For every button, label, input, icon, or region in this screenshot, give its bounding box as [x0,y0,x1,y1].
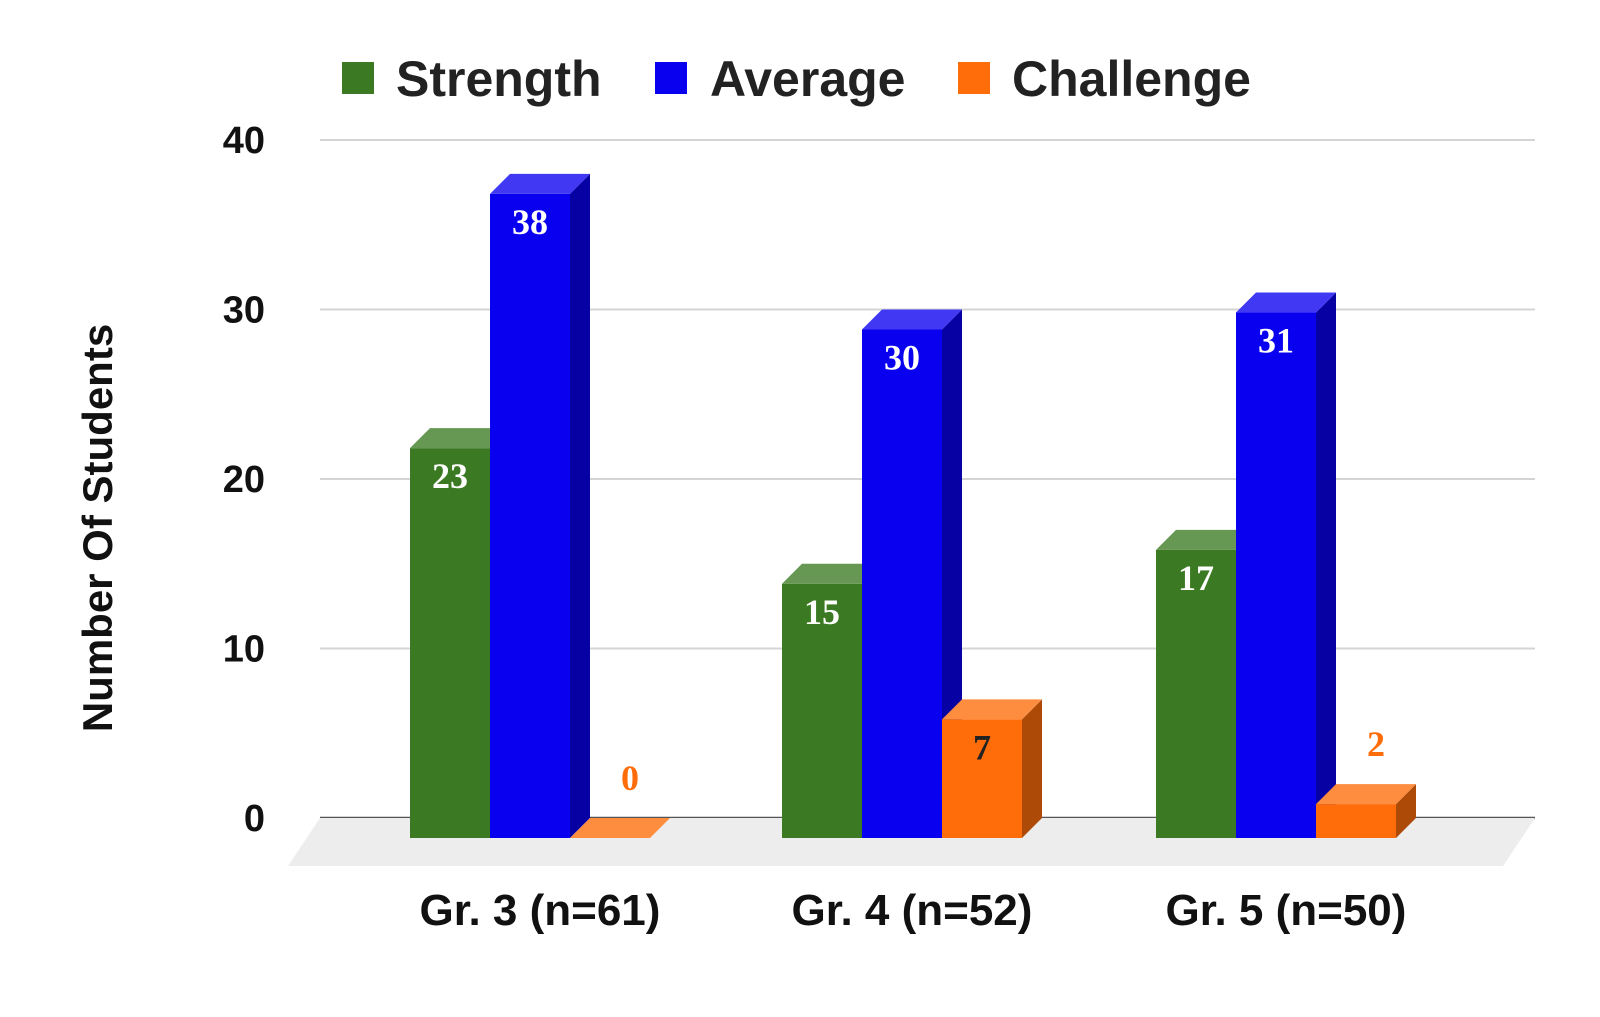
data-label: 15 [804,592,840,632]
data-label: 7 [973,727,991,767]
data-label: 17 [1178,558,1214,598]
y-tick-label: 40 [223,120,265,162]
data-label: 0 [621,758,639,798]
data-label: 38 [512,202,548,242]
bar-front [862,329,942,838]
bar-front [490,193,570,838]
y-tick-label: 0 [244,798,265,840]
legend-swatch [342,62,374,94]
bar-side [1022,699,1042,838]
bar-top [862,309,962,330]
y-tick-label: 20 [223,459,265,501]
data-label: 30 [884,338,920,378]
labels-layer: 23 38 0 15 30 7 17 31 2 [432,202,1385,798]
y-tick-label: 30 [223,290,265,332]
bar-top [942,699,1042,720]
bar-side [1396,784,1416,838]
x-tick-label: Gr. 3 (n=61) [420,886,661,935]
data-label: 23 [432,456,468,496]
data-label: 31 [1258,321,1294,361]
bar-challenge [570,818,670,838]
bar-side [570,173,590,838]
bar-top [1156,529,1256,550]
bar-front [782,583,862,838]
bar-top [490,173,590,194]
bar-top [1236,292,1336,313]
bar-average [1236,292,1336,838]
bar-top [1316,784,1416,805]
bar-top [570,818,670,838]
bar-side [1316,292,1336,838]
bar-challenge [1316,784,1416,838]
bar-challenge [942,699,1042,838]
legend-label: Strength [396,51,602,107]
y-tick-label: 10 [223,629,265,671]
legend-label: Challenge [1012,51,1251,107]
bar-front [1156,549,1236,838]
x-tick-label: Gr. 4 (n=52) [792,886,1033,935]
legend-swatch [958,62,990,94]
legend: Strength Average Challenge [342,51,1251,107]
bar-top [782,563,882,584]
bar-top [410,428,510,449]
data-label: 2 [1367,724,1385,764]
y-axis-title: Number Of Students [74,324,121,732]
bar-average [490,173,590,838]
bar-front [1236,312,1316,838]
bar-front [942,719,1022,838]
bar-front [410,448,490,838]
bar-front [1316,804,1396,838]
x-tick-label: Gr. 5 (n=50) [1166,886,1407,935]
bar-average [862,309,962,838]
legend-label: Average [710,51,905,107]
legend-swatch [655,62,687,94]
bars-layer [410,173,1416,838]
